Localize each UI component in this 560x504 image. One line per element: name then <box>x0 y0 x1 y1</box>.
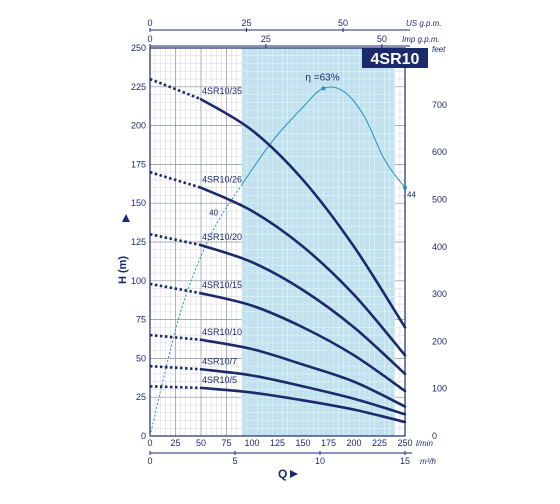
x2-tick-label: 15 <box>400 456 410 466</box>
y-axis-arrow-icon <box>122 214 130 222</box>
top2-tick-label: 25 <box>261 34 271 44</box>
x-tick-label: 175 <box>321 438 336 448</box>
x2-tick-label: 0 <box>147 456 152 466</box>
y-tick-label: 100 <box>131 276 146 286</box>
right-tick-label: 500 <box>432 194 447 204</box>
y-tick-label: 150 <box>131 198 146 208</box>
y-tick-label: 250 <box>131 43 146 53</box>
x2-axis-ticks: 0 5 10 15 <box>147 451 410 466</box>
pump-curve-label: 4SR10/7 <box>202 356 237 366</box>
x-axis-label: Q <box>278 467 287 481</box>
pump-curve-solid <box>199 186 407 357</box>
right-axis-ticks: 0 100 200 300 400 500 600 700 <box>432 100 447 441</box>
x-tick-label: 200 <box>346 438 361 448</box>
top-axis-ticks: 0 25 50 0 25 50 <box>147 18 387 48</box>
pump-curves: 4SR10/35 4SR10/26 4SR10/20 4SR10/15 4SR10/10… <box>149 77 407 424</box>
pump-curve-series: 4SR10/7 <box>149 356 407 416</box>
right-tick-label: 0 <box>432 431 437 441</box>
pump-curve-dotted <box>149 232 202 247</box>
y-axis-label: H (m) <box>117 256 129 284</box>
top1-unit-label: US g.p.m. <box>406 19 442 28</box>
efficiency-peak-point <box>321 86 326 91</box>
right-axis-label: feet <box>432 45 446 54</box>
pump-curve-dotted <box>149 333 202 342</box>
y-tick-label: 125 <box>131 237 146 247</box>
efficiency-label: η =63% <box>305 72 339 83</box>
y-axis-ticks: 0 25 50 75 100 125 150 175 200 225 250 <box>131 43 146 441</box>
x-tick-label: 225 <box>372 438 387 448</box>
y-tick-label: 50 <box>136 353 146 363</box>
x-tick-label: 50 <box>196 438 206 448</box>
model-title-badge <box>362 48 428 68</box>
pump-curve-label: 4SR10/20 <box>202 232 242 242</box>
pump-curve-solid <box>199 386 407 424</box>
model-title: 4SR10 <box>371 51 420 68</box>
top1-tick-label: 50 <box>338 18 348 28</box>
x-tick-label: 150 <box>295 438 310 448</box>
top2-unit-label: Imp g.p.m. <box>402 35 440 44</box>
x-tick-label: 75 <box>221 438 231 448</box>
pump-curve-solid <box>199 367 407 416</box>
pump-curve-solid <box>199 97 407 329</box>
efficiency-end-label: 44 <box>407 191 416 200</box>
pump-curve-series: 4SR10/5 <box>149 375 407 424</box>
pump-curve-dotted <box>149 77 202 101</box>
x-tick-label: 25 <box>170 438 180 448</box>
efficiency-curve <box>241 86 406 188</box>
x2-tick-label: 10 <box>315 456 325 466</box>
x-tick-label: 125 <box>270 438 285 448</box>
y-tick-label: 75 <box>136 315 146 325</box>
pump-curve-solid <box>199 291 407 393</box>
right-tick-label: 400 <box>432 242 447 252</box>
x-tick-label: 0 <box>147 438 152 448</box>
x2-tick-label: 5 <box>232 456 237 466</box>
y-tick-label: 200 <box>131 121 146 131</box>
right-tick-label: 700 <box>432 100 447 110</box>
pump-curve-series: 4SR10/15 <box>149 280 407 393</box>
y-tick-label: 25 <box>136 392 146 402</box>
pump-curve-dotted <box>149 170 202 189</box>
y-tick-label: 225 <box>131 82 146 92</box>
y-tick-label: 0 <box>141 431 146 441</box>
efficiency-curve-dashed <box>149 184 243 437</box>
pump-curve-series: 4SR10/35 <box>149 77 407 329</box>
efficiency-end-point <box>403 185 407 190</box>
pump-curve-dotted <box>149 282 202 295</box>
top2-tick-label: 0 <box>147 34 152 44</box>
top1-tick-label: 25 <box>242 18 252 28</box>
pump-curve-label: 4SR10/5 <box>202 375 237 385</box>
efficiency-start-label: 40 <box>209 209 218 218</box>
right-tick-label: 100 <box>432 384 447 394</box>
y-tick-label: 175 <box>131 159 146 169</box>
pump-curve-dotted <box>149 385 202 390</box>
pump-curve-label: 4SR10/15 <box>202 280 242 290</box>
grid-overlay <box>241 47 396 437</box>
right-tick-label: 200 <box>432 336 447 346</box>
pump-curve-series: 4SR10/10 <box>149 327 407 408</box>
plot-frame <box>149 47 406 437</box>
pump-curve-dotted <box>149 364 202 371</box>
x2-unit-label: m³/h <box>420 457 437 466</box>
x-axis-ticks: 0 25 50 75 100 125 150 175 200 225 250 <box>147 438 412 448</box>
x-axis-arrow-icon <box>290 470 298 478</box>
pump-curve-series: 4SR10/26 <box>149 170 407 357</box>
top1-tick-label: 0 <box>147 18 152 28</box>
right-tick-label: 300 <box>432 289 447 299</box>
pump-curve-label: 4SR10/10 <box>202 327 242 337</box>
x-tick-label: 250 <box>397 438 412 448</box>
pump-curve-label: 4SR10/35 <box>202 86 242 96</box>
x-tick-label: 100 <box>244 438 259 448</box>
x-unit-label: l/min <box>416 439 433 448</box>
pump-curve-series: 4SR10/20 <box>149 232 407 376</box>
top2-tick-label: 50 <box>377 34 387 44</box>
pump-curve-label: 4SR10/26 <box>202 175 242 185</box>
pump-curve-solid <box>199 338 407 408</box>
right-tick-label: 600 <box>432 147 447 157</box>
pump-curve-solid <box>199 243 407 376</box>
